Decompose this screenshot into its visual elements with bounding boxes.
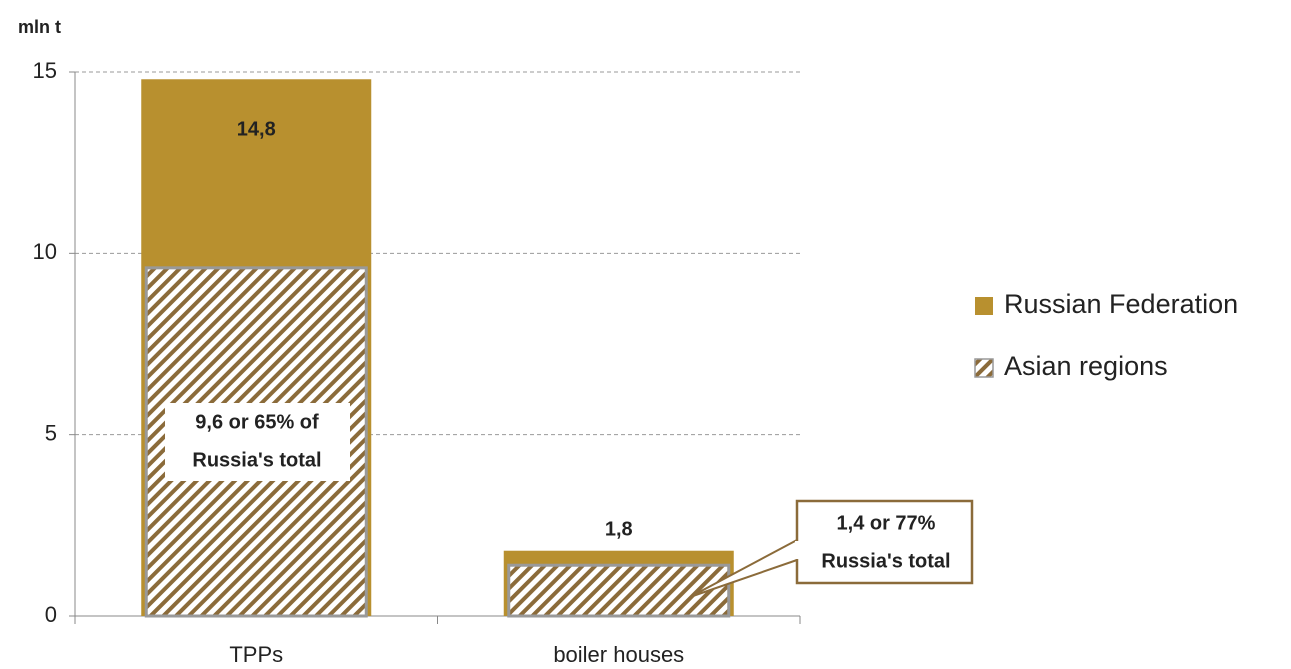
- y-tick-label: 5: [45, 420, 57, 445]
- annotation-box: [795, 499, 974, 585]
- x-tick-label: boiler houses: [553, 642, 684, 667]
- annotation: Russia's total: [192, 449, 321, 471]
- y-tick-label: 10: [33, 239, 57, 264]
- legend-swatch: [974, 358, 994, 378]
- data-label: 14,8: [237, 118, 276, 140]
- annotation: 9,6 or 65% of: [195, 411, 319, 433]
- y-axis-label: mln t: [18, 17, 61, 37]
- annotation: 1,4 or 77%: [837, 512, 936, 534]
- annotation: Russia's total: [821, 550, 950, 572]
- y-tick-label: 0: [45, 602, 57, 627]
- x-tick-label: TPPs: [229, 642, 283, 667]
- data-label: 1,8: [605, 518, 633, 540]
- legend-label: Russian Federation: [1004, 289, 1238, 319]
- annotation-box: [165, 403, 350, 481]
- annotation-patch: [795, 541, 799, 559]
- legend-swatch: [975, 297, 993, 315]
- bar: [507, 563, 731, 618]
- legend-label: Asian regions: [1004, 351, 1168, 381]
- y-tick-label: 15: [33, 58, 57, 83]
